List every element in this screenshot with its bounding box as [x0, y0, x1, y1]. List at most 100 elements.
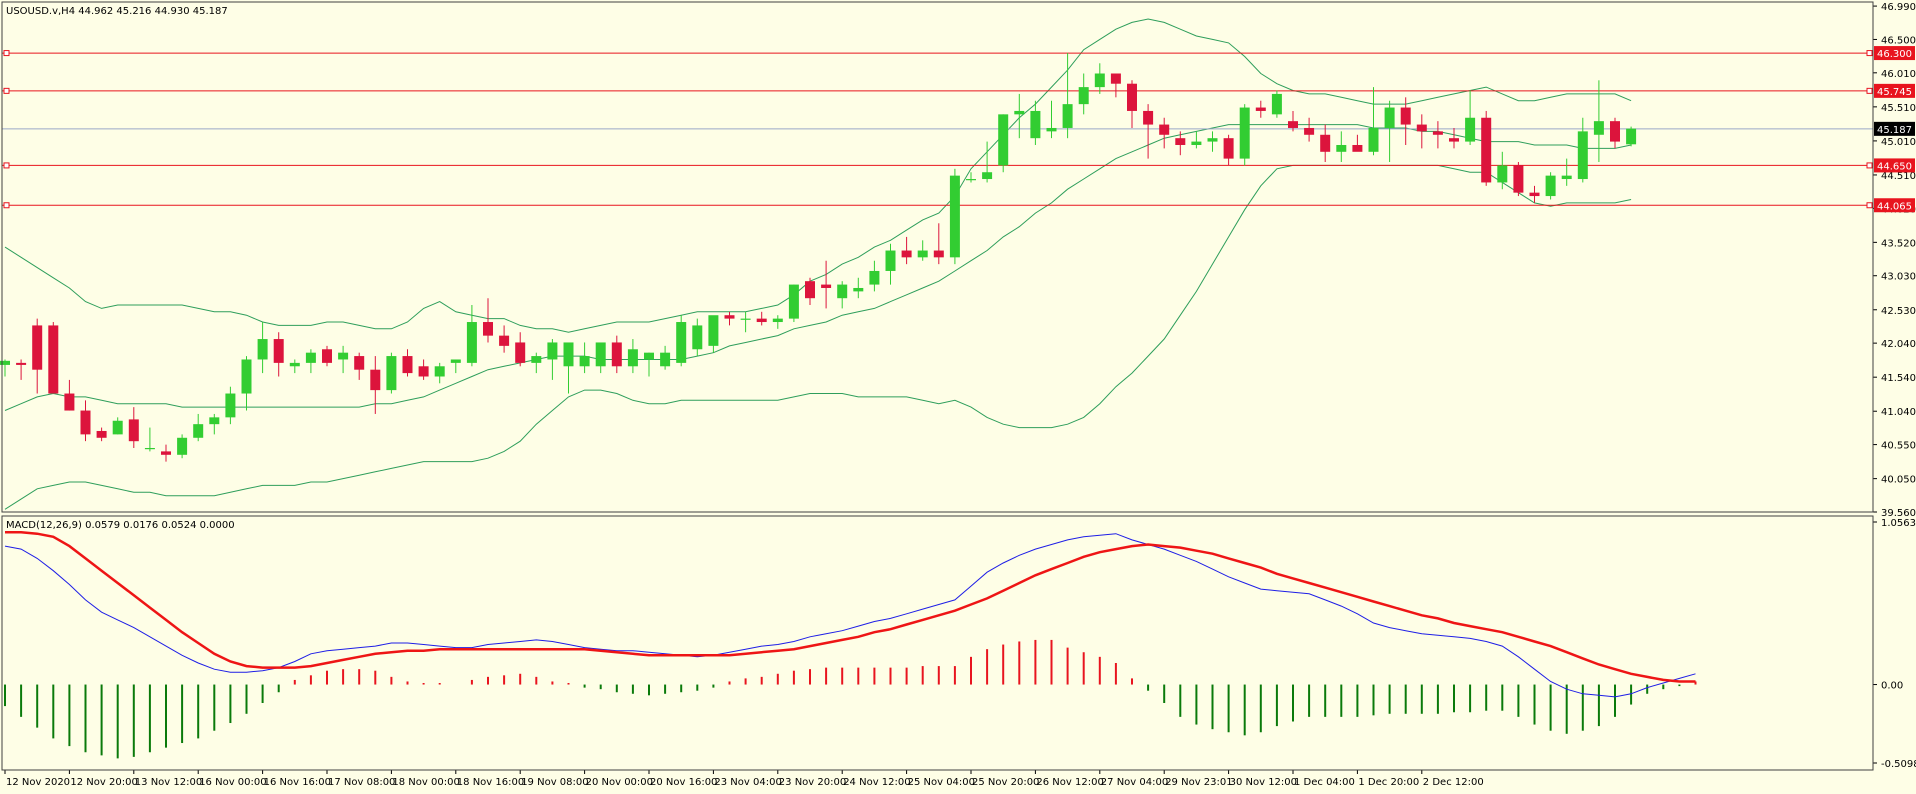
- candle-body[interactable]: [885, 250, 896, 271]
- candle-body[interactable]: [917, 250, 928, 258]
- candle-body[interactable]: [1207, 138, 1218, 142]
- candle-body[interactable]: [1271, 93, 1282, 115]
- level-handle[interactable]: [1866, 202, 1873, 209]
- candle-body[interactable]: [499, 335, 510, 346]
- candle-body[interactable]: [515, 342, 526, 363]
- candle-body[interactable]: [869, 270, 880, 285]
- candle-body[interactable]: [772, 318, 783, 323]
- candle-body[interactable]: [305, 352, 316, 363]
- candle-body[interactable]: [1110, 73, 1121, 84]
- candle-body[interactable]: [611, 342, 622, 367]
- candle-body[interactable]: [418, 366, 429, 377]
- candle-body[interactable]: [144, 447, 155, 450]
- candle-body[interactable]: [1239, 107, 1250, 159]
- candle-body[interactable]: [450, 359, 461, 363]
- candle-body[interactable]: [128, 419, 139, 442]
- level-handle[interactable]: [3, 162, 10, 169]
- candle-body[interactable]: [96, 430, 107, 438]
- candle-body[interactable]: [370, 369, 381, 391]
- candle-body[interactable]: [1432, 131, 1443, 135]
- candle-body[interactable]: [209, 417, 220, 425]
- candle-body[interactable]: [579, 356, 590, 367]
- candle-body[interactable]: [1577, 131, 1588, 180]
- candle-body[interactable]: [32, 325, 43, 370]
- candle-body[interactable]: [483, 322, 493, 336]
- level-handle[interactable]: [3, 50, 10, 57]
- candle-body[interactable]: [1336, 144, 1347, 152]
- candle-body[interactable]: [982, 172, 993, 180]
- candle-body[interactable]: [1304, 127, 1315, 135]
- candle-body[interactable]: [1481, 117, 1492, 183]
- candle-body[interactable]: [1465, 117, 1476, 142]
- price-panel[interactable]: 46.990 46.500 46.010 45.510 45.010 44.510 44.0…: [0, 2, 1916, 519]
- candle-body[interactable]: [1191, 141, 1202, 145]
- candle-body[interactable]: [161, 451, 171, 455]
- candle-body[interactable]: [949, 175, 960, 258]
- candle-body[interactable]: [1513, 165, 1524, 193]
- candle-body[interactable]: [724, 315, 735, 319]
- candle-body[interactable]: [1320, 134, 1331, 152]
- candle-body[interactable]: [80, 410, 91, 435]
- candle-body[interactable]: [1561, 175, 1572, 180]
- candle-body[interactable]: [177, 437, 188, 455]
- candle-body[interactable]: [853, 287, 864, 292]
- candle-body[interactable]: [644, 352, 654, 360]
- candle-body[interactable]: [1288, 121, 1298, 128]
- candle-body[interactable]: [547, 342, 558, 360]
- level-handle[interactable]: [1866, 162, 1873, 169]
- candle-body[interactable]: [1014, 110, 1025, 115]
- candle-body[interactable]: [788, 284, 799, 319]
- candle-body[interactable]: [1593, 121, 1604, 135]
- candle-body[interactable]: [756, 318, 767, 323]
- candle-body[interactable]: [1046, 127, 1057, 132]
- candle-body[interactable]: [1127, 83, 1137, 111]
- candle-body[interactable]: [1626, 128, 1637, 145]
- candle-body[interactable]: [1078, 87, 1089, 105]
- candle-body[interactable]: [837, 284, 848, 299]
- candle-body[interactable]: [692, 325, 703, 350]
- candle-body[interactable]: [998, 114, 1009, 166]
- candle-body[interactable]: [1368, 127, 1379, 152]
- candle-body[interactable]: [273, 339, 284, 363]
- candle-body[interactable]: [660, 352, 671, 367]
- candle-body[interactable]: [1255, 107, 1266, 111]
- candle-body[interactable]: [434, 366, 445, 377]
- candle-body[interactable]: [1062, 104, 1073, 128]
- level-handle[interactable]: [3, 87, 10, 94]
- candle-body[interactable]: [901, 250, 912, 258]
- candle-body[interactable]: [966, 179, 976, 181]
- candle-body[interactable]: [402, 356, 413, 374]
- candle-body[interactable]: [1223, 138, 1234, 159]
- candle-body[interactable]: [48, 325, 59, 394]
- candle-body[interactable]: [1175, 138, 1186, 145]
- candle-body[interactable]: [531, 356, 542, 363]
- candle-body[interactable]: [740, 318, 751, 320]
- candle-body[interactable]: [1449, 138, 1459, 142]
- candle-body[interactable]: [676, 322, 687, 363]
- candle-body[interactable]: [322, 349, 332, 363]
- candle-body[interactable]: [16, 362, 27, 365]
- candle-body[interactable]: [1400, 107, 1411, 125]
- candle-body[interactable]: [112, 420, 123, 435]
- candle-body[interactable]: [563, 342, 574, 367]
- candle-body[interactable]: [354, 356, 365, 370]
- candle-body[interactable]: [289, 362, 300, 367]
- candle-body[interactable]: [627, 349, 638, 367]
- candle-body[interactable]: [1143, 110, 1154, 125]
- candle-body[interactable]: [1352, 144, 1363, 152]
- candle-body[interactable]: [1529, 192, 1540, 197]
- candle-body[interactable]: [1030, 110, 1041, 139]
- candle-body[interactable]: [1384, 107, 1395, 128]
- candle-body[interactable]: [386, 356, 397, 391]
- level-handle[interactable]: [1866, 50, 1873, 57]
- candle-body[interactable]: [466, 322, 477, 363]
- candle-body[interactable]: [933, 250, 944, 258]
- candle-body[interactable]: [595, 342, 606, 367]
- macd-panel[interactable]: 1.0563 0.00 -0.5098: [4, 518, 1916, 770]
- candle-body[interactable]: [1094, 73, 1105, 88]
- candle-body[interactable]: [64, 393, 75, 411]
- candle-body[interactable]: [193, 424, 204, 438]
- candle-body[interactable]: [338, 352, 349, 360]
- candle-body[interactable]: [225, 393, 236, 418]
